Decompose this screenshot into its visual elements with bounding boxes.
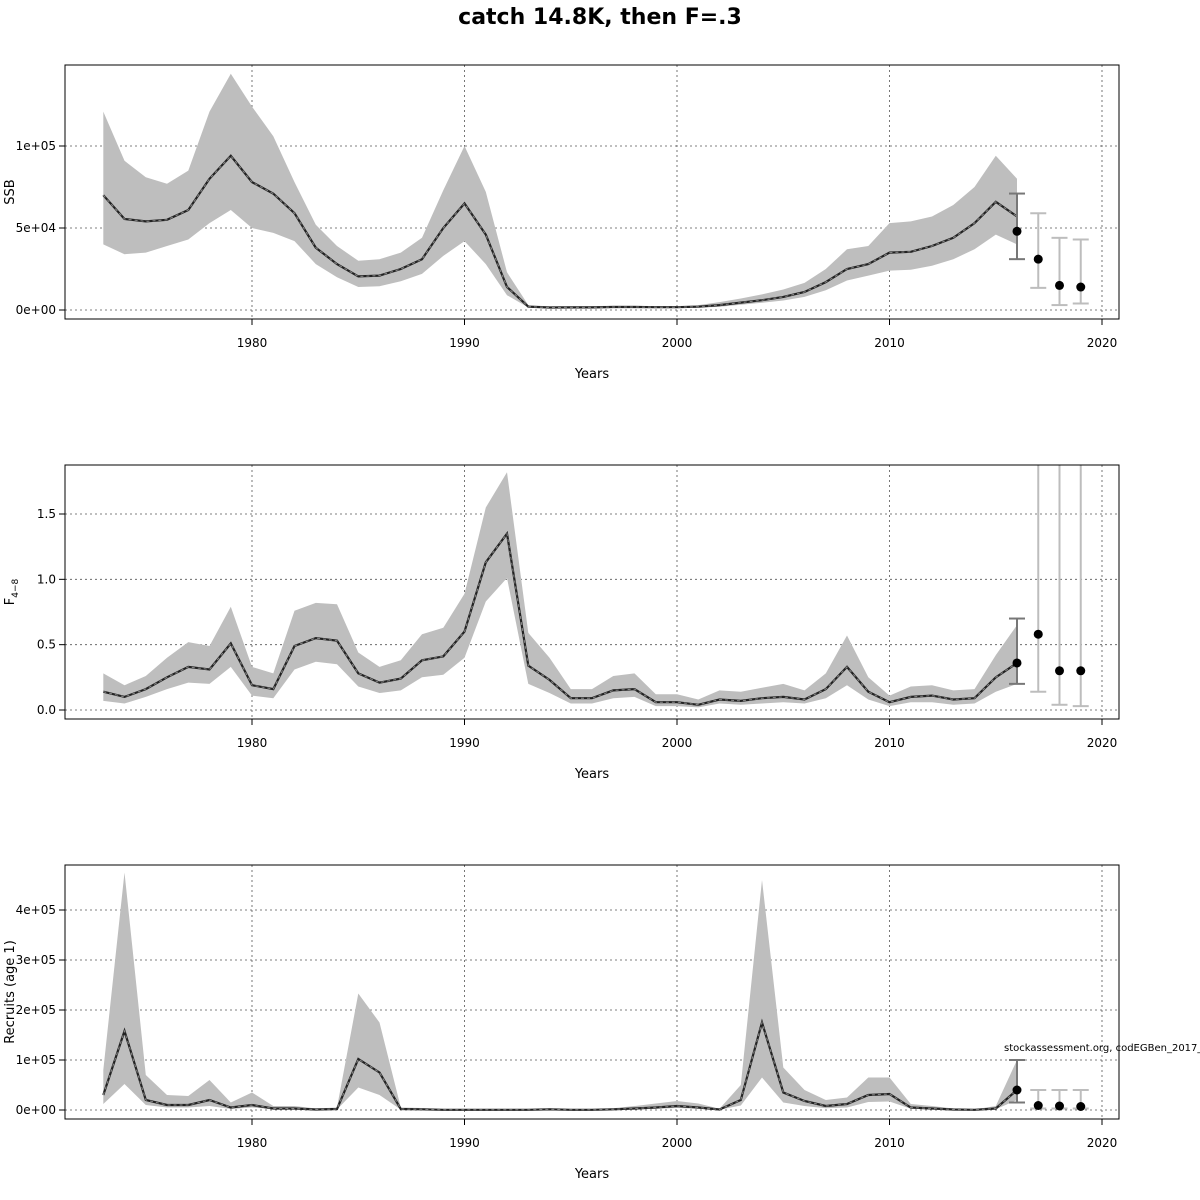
chart-panel-3: 1980 1990 2000 2010 2020 0e+00 1e+05 2e+05 3e+05… xyxy=(3,864,1120,1182)
y-axis-label: F4−8 xyxy=(3,578,21,605)
x-tick-label: 2000 xyxy=(662,336,693,350)
projection-point xyxy=(1012,1085,1022,1095)
plot-frame xyxy=(64,464,1120,720)
y-tick-label: 0e+00 xyxy=(16,1103,56,1117)
projection-errorbar xyxy=(1030,212,1047,289)
y-tick-label: 2e+05 xyxy=(16,1003,56,1017)
projection-errorbar xyxy=(1072,465,1089,708)
chart-title: catch 14.8K, then F=.3 xyxy=(458,5,742,30)
x-tick-label: 1980 xyxy=(237,336,268,350)
x-axis-label: Years xyxy=(574,367,610,382)
projection-errorbar xyxy=(1072,238,1089,305)
y-axis-label-subscript: 4−8 xyxy=(11,578,21,597)
confidence-band xyxy=(103,73,1018,309)
projection-point xyxy=(1055,1101,1064,1111)
estimate-line-dash xyxy=(103,532,1018,706)
x-tick-label: 1990 xyxy=(449,1136,480,1150)
projection-point xyxy=(1012,226,1022,236)
y-tick-label: 0.0 xyxy=(37,703,56,717)
x-tick-label: 2010 xyxy=(874,336,905,350)
x-tick-label: 2000 xyxy=(662,736,693,750)
projection-errorbar xyxy=(1051,465,1068,706)
projection-point xyxy=(1012,658,1022,668)
y-axis-label: SSB xyxy=(3,179,18,204)
confidence-band xyxy=(103,872,1018,1110)
projection-point xyxy=(1033,254,1043,264)
y-tick-label: 0.5 xyxy=(37,638,56,652)
y-tick-label: 1e+05 xyxy=(16,1053,56,1067)
projection-point xyxy=(1076,666,1086,676)
projection-errorbar xyxy=(1009,192,1025,261)
projection-errorbar xyxy=(1009,1059,1025,1104)
y-tick-label: 5e+04 xyxy=(16,221,56,235)
x-tick-label: 2000 xyxy=(662,1136,693,1150)
y-tick-label: 3e+05 xyxy=(16,953,56,967)
plot-frame xyxy=(64,64,1120,320)
x-tick-label: 2020 xyxy=(1087,336,1118,350)
projection-point xyxy=(1033,1101,1043,1110)
x-tick-label: 2010 xyxy=(874,1136,905,1150)
confidence-band xyxy=(103,472,1018,708)
y-tick-label: 0e+00 xyxy=(16,303,56,317)
x-axis-label: Years xyxy=(574,1167,610,1182)
projection-point xyxy=(1055,666,1064,676)
chart-panel-1: 1980 1990 2000 2010 2020 0e+00 5e+04 1e+05 Years… xyxy=(3,64,1120,382)
estimate-line-dash xyxy=(102,155,1018,309)
x-tick-label: 2020 xyxy=(1087,1136,1118,1150)
projection-errorbar xyxy=(1030,465,1047,693)
chart-panels: 1980 1990 2000 2010 2020 0e+00 5e+04 1e+05 Years… xyxy=(3,64,1120,1182)
x-tick-label: 1990 xyxy=(449,736,480,750)
y-axis-label: Recruits (age 1) xyxy=(3,940,18,1044)
y-tick-label: 4e+05 xyxy=(16,903,56,917)
x-tick-label: 1990 xyxy=(449,336,480,350)
projection-errorbar xyxy=(1009,617,1025,685)
x-tick-label: 1980 xyxy=(237,1136,268,1150)
projection-point xyxy=(1076,1102,1086,1111)
y-tick-label: 1.0 xyxy=(37,572,56,586)
watermark-text: stockassessment.org, codEGBen_2017_ xyxy=(1004,1043,1200,1054)
y-tick-label: 1e+05 xyxy=(16,139,56,153)
projection-point xyxy=(1076,282,1086,292)
x-tick-label: 2020 xyxy=(1087,736,1118,750)
projection-point xyxy=(1055,280,1064,290)
chart-panel-2: 1980 1990 2000 2010 2020 0.0 0.5 1.0 1.5 Years F4−… xyxy=(3,464,1120,782)
x-tick-label: 2010 xyxy=(874,736,905,750)
y-tick-label: 1.5 xyxy=(37,507,56,521)
projection-point xyxy=(1033,629,1043,639)
projection-errorbar xyxy=(1051,236,1068,307)
x-tick-label: 1980 xyxy=(237,736,268,750)
plot-frame xyxy=(64,864,1120,1120)
x-axis-label: Years xyxy=(574,767,610,782)
estimate-line-dash xyxy=(102,1020,1018,1111)
